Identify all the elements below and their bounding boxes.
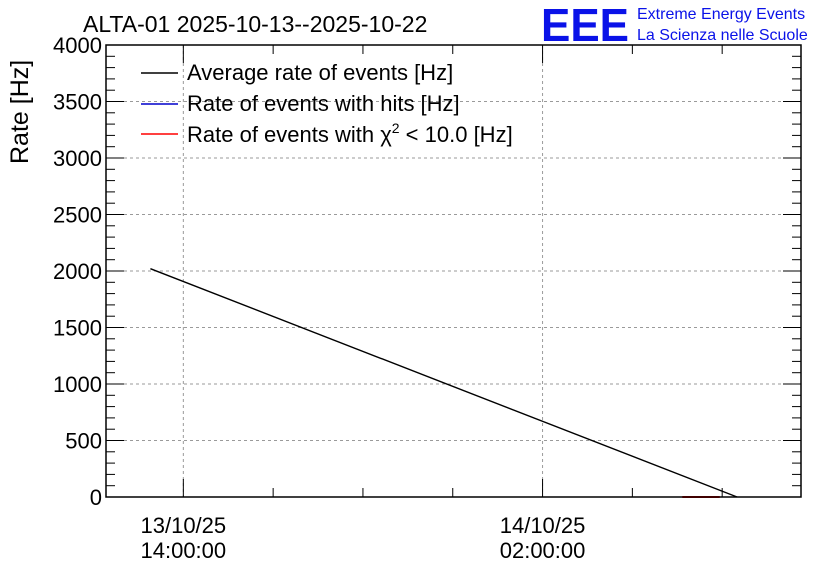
logo-line-1: Extreme Energy Events xyxy=(637,6,805,23)
series-lines xyxy=(150,268,738,498)
y-tick-label: 2500 xyxy=(53,203,102,228)
x-tick-time: 02:00:00 xyxy=(500,538,586,563)
legend-label-chi2: Rate of events with χ2 < 10.0 [Hz] xyxy=(187,120,513,147)
x-tick-date: 13/10/25 xyxy=(141,513,227,538)
legend-label-hits: Rate of events with hits [Hz] xyxy=(187,91,460,116)
chart-title: ALTA-01 2025-10-13--2025-10-22 xyxy=(83,11,427,37)
y-axis-label: Rate [Hz] xyxy=(6,60,34,164)
grid xyxy=(106,45,801,497)
series-line-0 xyxy=(150,268,738,498)
y-tick-label: 500 xyxy=(65,429,102,454)
y-tick-label: 0 xyxy=(90,485,102,510)
plot-frame xyxy=(105,44,802,498)
y-tick-labels: 0 500 1000 1500 2000 2500 3000 3500 4000 xyxy=(53,33,102,510)
legend-label-chi2-suffix: < 10.0 [Hz] xyxy=(400,122,513,147)
x-tick-time: 14:00:00 xyxy=(141,538,227,563)
y-tick-label: 3000 xyxy=(53,146,102,171)
y-tick-label: 3500 xyxy=(53,90,102,115)
legend-label-chi2-sup: 2 xyxy=(392,120,400,136)
logo-letters: EEE xyxy=(541,0,629,51)
legend-label-average: Average rate of events [Hz] xyxy=(187,60,453,85)
x-tick-date: 14/10/25 xyxy=(500,513,586,538)
y-tick-label: 4000 xyxy=(53,33,102,58)
y-tick-label: 1000 xyxy=(53,372,102,397)
legend: Average rate of events [Hz] Rate of even… xyxy=(141,60,513,147)
eee-logo: EEE Extreme Energy Events La Scienza nel… xyxy=(541,0,808,51)
y-tick-label: 2000 xyxy=(53,259,102,284)
logo-line-2: La Scienza nelle Scuole xyxy=(637,27,808,44)
legend-label-chi2-prefix: Rate of events with χ xyxy=(187,122,392,147)
y-tick-label: 1500 xyxy=(53,316,102,341)
